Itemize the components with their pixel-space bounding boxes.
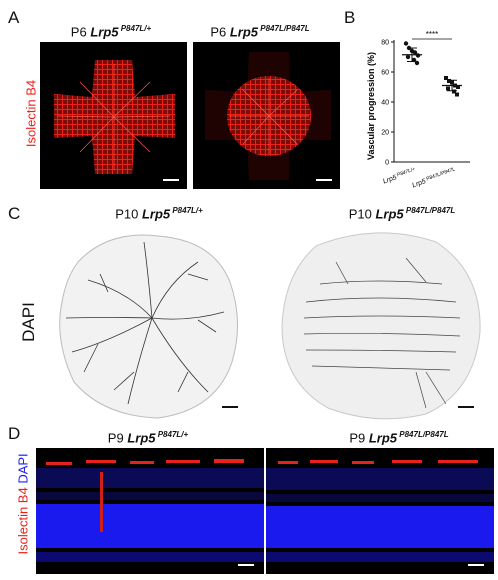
- retina-image-c-homozygous: [276, 222, 486, 422]
- data-point: [456, 85, 460, 89]
- panel-a-title-right: P6 Lrp5 P847L/P847L: [210, 24, 310, 40]
- scale-bar: [222, 406, 238, 408]
- retina-section-d-homozygous: [266, 448, 494, 574]
- significance-stars: ****: [426, 30, 438, 39]
- retina-image-a-homozygous: [193, 42, 340, 189]
- panel-letter-c: C: [8, 204, 21, 223]
- retina-image-a-heterozygous: [40, 42, 187, 189]
- retina-image-c-heterozygous: [48, 222, 248, 422]
- data-point: [403, 41, 409, 46]
- scale-bar: [468, 564, 484, 566]
- side-label-dapi: DAPI: [15, 453, 31, 484]
- retina-section-image-d2: [266, 460, 494, 562]
- data-point: [455, 92, 459, 97]
- x-tick-label: Lrp5 P847L/P847L: [411, 166, 457, 189]
- scale-bar: [238, 564, 254, 566]
- panel-letter-a: A: [8, 8, 20, 27]
- data-point: [452, 89, 456, 94]
- retina-flatmount-a1: [54, 60, 175, 174]
- y-tick-label: 0: [385, 160, 389, 167]
- retina-section-image-d1: [36, 459, 264, 562]
- panel-letter-b: B: [344, 8, 356, 27]
- data-point: [447, 79, 451, 83]
- scale-bar: [316, 179, 332, 181]
- retina-flatmount-c1: [59, 234, 238, 419]
- panel-d-title-left: P9 Lrp5 P847L/+: [107, 430, 189, 446]
- panel-a-side-label: Isolectin B4: [23, 79, 39, 148]
- y-tick-label: 40: [381, 100, 389, 107]
- data-point: [444, 76, 448, 80]
- side-label-isolectin: Isolectin B4: [15, 487, 31, 555]
- panel-a-title-left: P6 Lrp5 P847L/+: [70, 24, 152, 40]
- panel-letter-d: D: [8, 424, 21, 443]
- panel-d-title-right: P9 Lrp5 P847L/P847L: [349, 430, 449, 446]
- retina-flatmount-c2: [281, 232, 481, 420]
- chart-marks: ****: [402, 30, 462, 97]
- y-tick-label: 60: [381, 70, 389, 77]
- y-tick-label: 80: [381, 40, 389, 47]
- panel-d-side-label: Isolectin B4 DAPI: [15, 453, 31, 555]
- scale-bar: [458, 406, 474, 408]
- retina-flatmount-a2: [205, 52, 331, 180]
- chart-axes: 0 20 40 60 80: [381, 40, 470, 167]
- chart-y-axis-label: Vascular progression (%): [366, 52, 376, 160]
- scale-bar: [163, 179, 179, 181]
- panel-c-title-right: P10 Lrp5 P847L/P847L: [348, 206, 456, 222]
- data-point: [446, 86, 450, 91]
- data-point: [415, 53, 421, 58]
- panel-c-title-left: P10 Lrp5 P847L/+: [115, 206, 203, 222]
- chart-x-labels: Lrp5 P847L/+Lrp5 P847L/P847L: [382, 166, 457, 189]
- retina-section-d-heterozygous: [36, 448, 264, 574]
- panel-c-side-label: DAPI: [19, 302, 38, 342]
- data-point: [405, 54, 411, 60]
- data-point: [412, 50, 418, 55]
- y-tick-label: 20: [381, 130, 389, 137]
